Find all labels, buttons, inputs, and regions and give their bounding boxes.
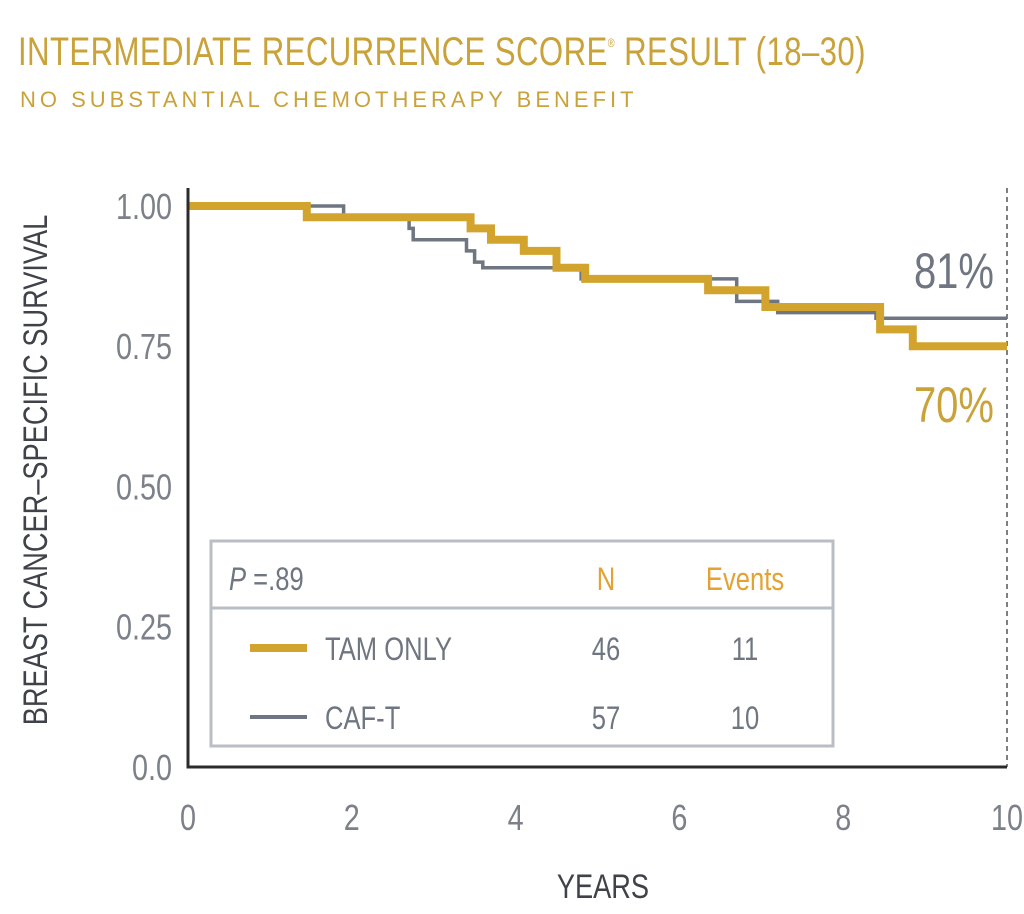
x-axis-title: YEARS [557,867,649,906]
x-tick-label: 6 [671,797,687,838]
x-tick-label: 4 [508,797,524,838]
series-line-tam-only [188,202,1007,351]
y-axis-title: BREAST CANCER–SPECIFIC SURVIVAL [16,215,55,726]
p-value-text: =.89 [246,562,304,597]
legend-row-events: 10 [731,701,759,736]
x-tick-label: 8 [835,797,851,838]
p-label: P [229,562,247,597]
legend-header-n: N [597,562,615,597]
x-tick-label: 0 [180,797,196,838]
end-label-tam-only: 70% [914,377,994,433]
y-tick-label: 1.00 [116,186,172,227]
legend-row-name: CAF-T [325,701,401,736]
y-tick-label: 0.75 [116,326,172,367]
x-tick-label: 2 [344,797,360,838]
legend-row-name: TAM ONLY [325,632,452,667]
series-line-caf-t [188,204,1007,320]
x-tick-label: 10 [991,797,1023,838]
legend-row-events: 11 [732,632,759,667]
chart-subtitle: NO SUBSTANTIAL CHEMOTHERAPY BENEFIT [20,87,638,112]
chart-title: INTERMEDIATE RECURRENCE SCORE® RESULT (1… [18,30,866,74]
legend-row-n: 46 [592,632,620,667]
legend-box [209,539,835,748]
end-label-caf-t: 81% [914,243,994,299]
y-tick-label: 0.0 [132,747,172,788]
y-tick-label: 0.50 [116,466,172,507]
legend-row-n: 57 [592,701,620,736]
legend-header-events: Events [706,562,784,597]
y-tick-label: 0.25 [116,607,172,648]
legend-p-value: P =.89 [229,562,304,597]
